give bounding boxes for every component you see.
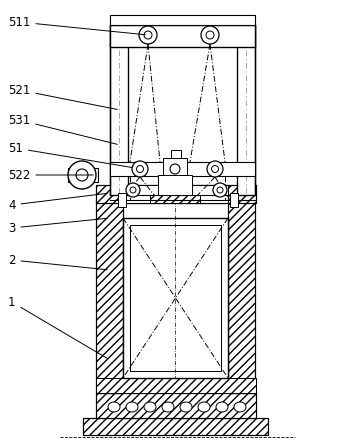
Bar xyxy=(110,25,128,195)
Ellipse shape xyxy=(126,402,138,412)
Bar xyxy=(118,193,126,207)
Circle shape xyxy=(170,164,180,174)
Ellipse shape xyxy=(162,402,174,412)
Ellipse shape xyxy=(234,402,246,412)
Bar xyxy=(96,393,256,418)
Bar xyxy=(96,185,256,203)
Circle shape xyxy=(211,166,218,172)
Text: 531: 531 xyxy=(8,113,117,144)
Bar xyxy=(83,418,268,435)
Bar xyxy=(96,200,123,393)
Bar xyxy=(123,185,228,203)
Ellipse shape xyxy=(144,402,156,412)
Bar xyxy=(158,175,192,195)
Circle shape xyxy=(206,31,214,39)
Bar xyxy=(83,418,268,435)
Bar xyxy=(96,378,256,393)
Bar xyxy=(228,200,255,393)
Ellipse shape xyxy=(108,402,120,412)
Bar xyxy=(110,25,255,47)
Bar xyxy=(230,193,238,207)
Bar xyxy=(123,218,228,378)
Circle shape xyxy=(207,161,223,177)
Bar xyxy=(110,162,255,176)
Bar xyxy=(150,195,200,203)
Circle shape xyxy=(139,26,157,44)
Circle shape xyxy=(217,187,223,193)
Bar xyxy=(68,168,98,182)
Circle shape xyxy=(68,161,96,189)
Circle shape xyxy=(76,169,88,181)
Ellipse shape xyxy=(198,402,210,412)
Bar xyxy=(96,200,123,393)
Bar xyxy=(228,200,255,393)
Text: 4: 4 xyxy=(8,193,107,211)
Circle shape xyxy=(144,31,152,39)
Bar xyxy=(163,158,187,175)
Circle shape xyxy=(130,187,136,193)
Bar xyxy=(130,225,221,371)
Text: 2: 2 xyxy=(8,253,107,270)
Circle shape xyxy=(132,161,148,177)
Circle shape xyxy=(213,183,227,197)
Circle shape xyxy=(137,166,144,172)
Text: 51: 51 xyxy=(8,141,132,167)
Text: 1: 1 xyxy=(8,295,108,358)
Ellipse shape xyxy=(180,402,192,412)
Bar xyxy=(110,15,255,25)
Text: 511: 511 xyxy=(8,16,145,35)
Bar xyxy=(96,393,256,418)
Text: 3: 3 xyxy=(8,218,107,234)
Bar xyxy=(96,185,256,203)
Bar xyxy=(150,195,200,203)
Text: 521: 521 xyxy=(8,83,117,109)
Circle shape xyxy=(201,26,219,44)
Text: 522: 522 xyxy=(8,168,93,182)
Ellipse shape xyxy=(216,402,228,412)
Circle shape xyxy=(126,183,140,197)
Bar xyxy=(96,378,256,393)
Bar xyxy=(237,25,255,195)
Bar xyxy=(171,150,181,158)
